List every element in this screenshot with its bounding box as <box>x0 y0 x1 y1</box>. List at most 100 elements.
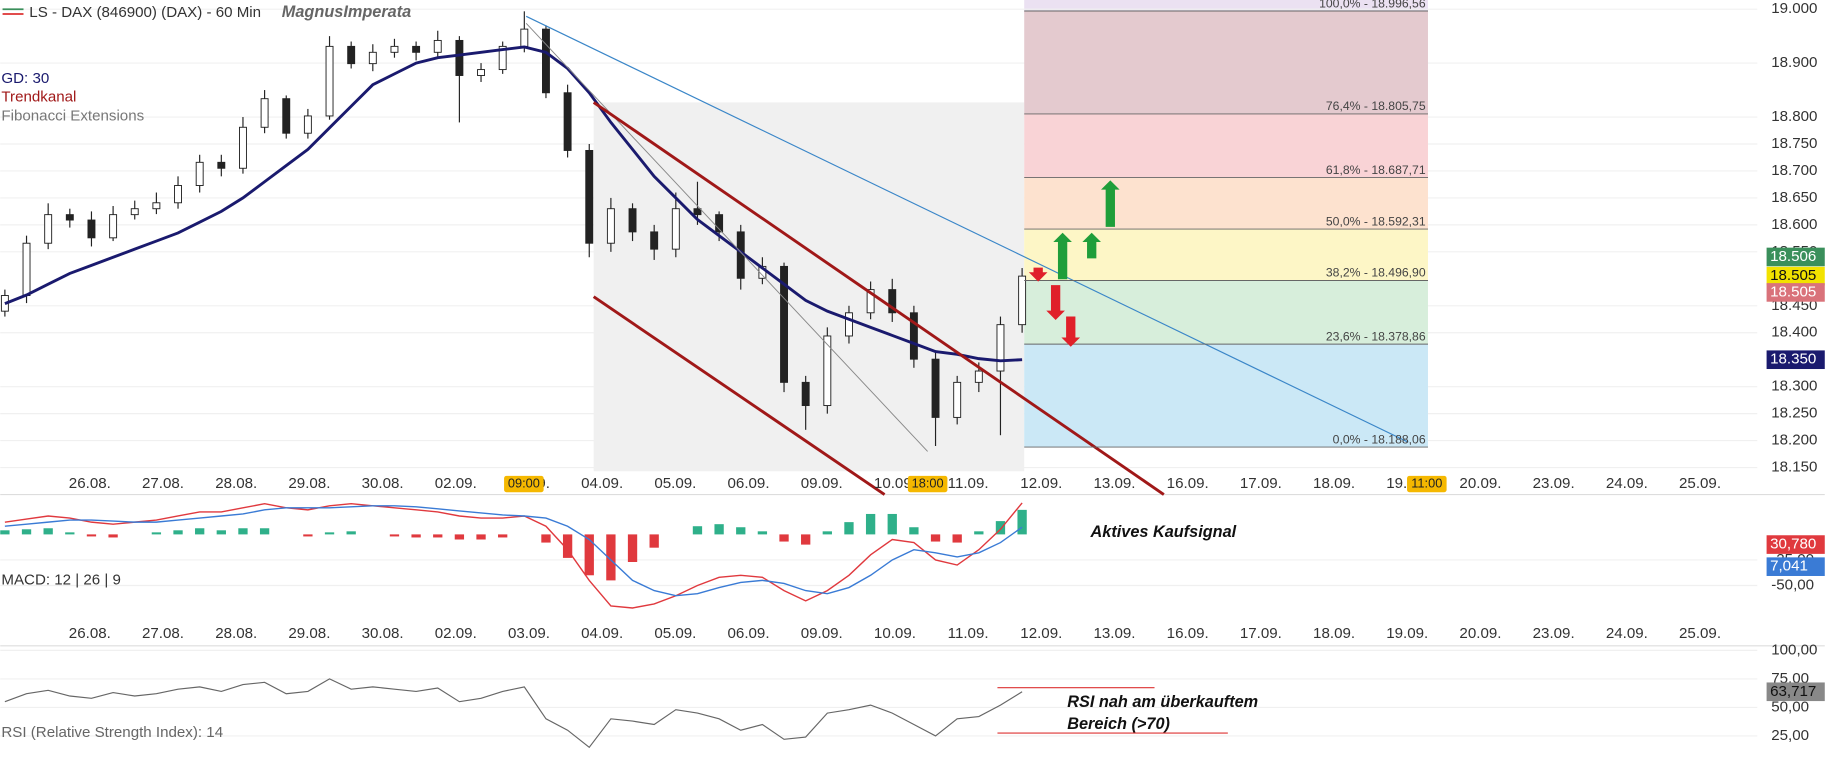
x-tick-label: 13.09. <box>1093 475 1135 492</box>
macd-histogram-bar <box>736 527 746 535</box>
macd-label: MACD: 12 | 26 | 9 <box>1 572 121 589</box>
price-badge <box>1766 266 1825 286</box>
macd-histogram-bar <box>930 534 941 542</box>
value-badge <box>1766 557 1825 576</box>
candle-body <box>715 214 724 233</box>
x-tick-label: 02.09. <box>435 475 477 492</box>
macd-histogram-bar <box>1017 509 1027 535</box>
macd-histogram-bar <box>887 513 897 535</box>
x-tick-label: 27.08. <box>142 475 184 492</box>
candle-body <box>303 115 312 134</box>
macd-histogram-bar <box>324 532 335 535</box>
candle-body <box>260 98 269 128</box>
fib-band <box>1024 280 1428 345</box>
candle-body <box>44 214 53 244</box>
macd-histogram-bar <box>498 534 508 538</box>
x-tick-label: 25.09. <box>1679 475 1721 492</box>
background-layer <box>0 0 1825 737</box>
macd-histogram-bar <box>433 534 443 538</box>
y-tick-label: 18.250 <box>1771 405 1817 422</box>
rsi-line <box>4 678 1023 749</box>
candle-body <box>650 231 659 250</box>
x-tick-label: 06.09. <box>728 625 770 642</box>
macd-histogram-bar <box>173 530 183 535</box>
macd-histogram-bar <box>779 534 789 542</box>
candle-body <box>888 289 897 314</box>
candle-body <box>866 289 875 314</box>
value-badge-label: 7,041 <box>1770 558 1808 575</box>
x-tick-label: 30.08. <box>362 625 404 642</box>
y-tick-label: 18.650 <box>1771 189 1817 206</box>
y-tick-label: 18.900 <box>1771 54 1817 71</box>
y-tick-label: 18.700 <box>1771 162 1817 179</box>
x-tick-label: 02.09. <box>435 625 477 642</box>
candle-body <box>368 51 377 65</box>
candle-body <box>542 28 550 94</box>
macd-histogram-bar <box>952 534 962 543</box>
candle-body <box>455 39 464 76</box>
candle-body <box>174 185 182 204</box>
x-tick-label: 11.09. <box>948 625 989 642</box>
candle-body <box>433 39 442 53</box>
channel-upper <box>592 101 1165 496</box>
signal-arrow <box>1053 232 1072 280</box>
macd-histogram-bar <box>454 534 465 540</box>
x-tick-label: 10.09. <box>874 625 916 642</box>
y-tick-label: 18.800 <box>1771 108 1817 125</box>
macd-histogram-bar <box>757 531 768 535</box>
candle-body <box>325 45 334 117</box>
legend-entry: Fibonacci Extensions <box>1 107 144 124</box>
candle-body <box>1018 275 1027 326</box>
x-tick-label: 23.09. <box>1533 475 1575 492</box>
macd-histogram-bar <box>238 528 248 535</box>
fib-label: 100,0% - 18.996,56 <box>1319 0 1426 10</box>
candle-body <box>109 214 118 239</box>
x-tick-label: 13.09. <box>1093 625 1135 642</box>
x-tick-label: 16.09. <box>1167 625 1209 642</box>
x-tick-label: 18.09. <box>1313 475 1355 492</box>
x-tick-label: 17.09. <box>1240 475 1282 492</box>
macd-histogram-bar <box>606 534 616 581</box>
macd-histogram-bar <box>692 526 703 535</box>
candle-body <box>823 335 832 407</box>
candle-body <box>390 45 399 53</box>
y-tick-label: 19.000 <box>1771 0 1817 17</box>
candle-body <box>628 208 637 233</box>
macd-line <box>4 505 1023 597</box>
price-badge <box>1766 247 1825 267</box>
x-tick-label: 04.09. <box>581 475 623 492</box>
macd-histogram-bar <box>822 531 832 535</box>
time-badge-label: 18:00 <box>912 475 944 490</box>
annotation: Aktives Kaufsignal <box>1090 523 1237 541</box>
macd-histogram-bar <box>108 534 118 538</box>
macd-histogram-bar <box>476 534 486 540</box>
x-tick-label: 26.08. <box>69 475 111 492</box>
macd-histogram-bar <box>43 528 53 535</box>
value-badge <box>1766 535 1825 554</box>
fib-band <box>1024 177 1428 230</box>
macd-histogram-bar <box>974 531 984 535</box>
x-tick-label: 25.09. <box>1679 625 1721 642</box>
x-tick-label: 23.09. <box>1533 625 1575 642</box>
annotation: Bereich (>70) <box>1067 715 1170 733</box>
fib-label: 50,0% - 18.592,31 <box>1326 214 1426 228</box>
macd-histogram-bar <box>86 534 97 537</box>
macd-histogram-bar <box>541 534 551 543</box>
x-tick-label: 12.09. <box>1020 625 1062 642</box>
x-tick-label: 11.09. <box>948 475 989 492</box>
x-tick-label: 09.09. <box>801 475 843 492</box>
candle-body <box>217 161 226 169</box>
macd-histogram-bar <box>714 524 724 535</box>
y-tick-label: 25,00 <box>1771 727 1809 744</box>
time-badge <box>504 475 544 493</box>
moving-average <box>4 45 1023 363</box>
candle-body <box>477 69 485 76</box>
x-tick-label: 27.08. <box>142 625 184 642</box>
y-tick-label: 18.300 <box>1771 378 1817 395</box>
x-tick-label: 04.09. <box>581 625 623 642</box>
macd-histogram-bar <box>649 534 659 548</box>
candle-body <box>412 45 421 53</box>
y-tick-label: -50,00 <box>1771 576 1814 593</box>
value-badge-label: 63,717 <box>1770 683 1816 700</box>
